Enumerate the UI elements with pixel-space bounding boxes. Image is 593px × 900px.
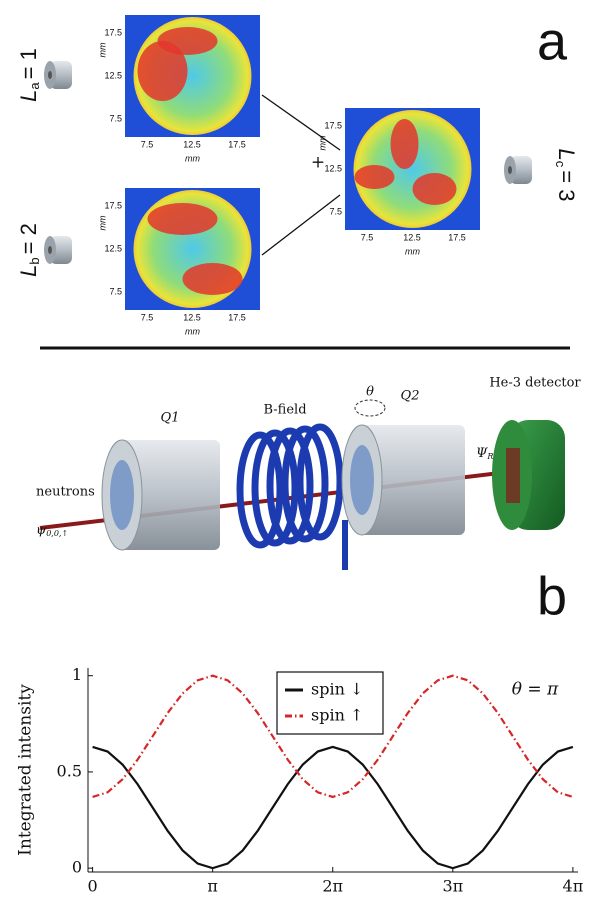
legend-box — [276, 671, 384, 735]
mode-symbol: L — [16, 90, 41, 102]
y-tick-label: 0 — [72, 858, 82, 877]
mode-value: = 2 — [16, 223, 41, 254]
y-axis-label: Integrated intensity — [16, 684, 36, 856]
y-axis-label: mm — [97, 215, 107, 230]
plus-sign: + — [311, 153, 325, 173]
arrow — [261, 94, 341, 151]
x-tick-label: 7.5 — [141, 139, 154, 149]
mode-symbol: L — [16, 265, 41, 277]
cylinder-hole — [48, 246, 52, 254]
psi-in: ψ0,0,↑ — [36, 523, 68, 539]
x-tick-label: 7.5 — [361, 232, 374, 242]
y-tick-label: 7.5 — [109, 286, 122, 296]
y-tick-label: 17.5 — [324, 120, 342, 130]
y-tick-label: 7.5 — [109, 113, 122, 123]
heatmap-hotspot — [157, 27, 218, 55]
legend-label: spin ↓ — [311, 680, 363, 699]
y-axis-label: mm — [317, 135, 327, 150]
x-tick-label: π — [207, 877, 218, 896]
x-tick-label: 17.5 — [228, 312, 246, 322]
q2-label: Q2 — [401, 389, 420, 404]
panel-label: a — [537, 11, 568, 71]
series-line — [92, 674, 574, 799]
mode-symbol: L — [554, 149, 579, 161]
apparatus — [39, 399, 565, 570]
q1-label: Q1 — [161, 411, 180, 426]
y-axis-label: mm — [97, 42, 107, 57]
x-tick-label: 7.5 — [141, 312, 154, 322]
y-tick-label: 7.5 — [329, 206, 342, 216]
y-tick-label: 17.5 — [104, 27, 122, 37]
y-tick-label: 0.5 — [57, 761, 82, 780]
psi-out: ΨR — [476, 446, 493, 462]
x-axis-label: mm — [185, 326, 200, 336]
mode-label: Lc = 3 — [553, 149, 580, 202]
y-tick-label: 12.5 — [104, 70, 122, 80]
x-tick-label: 2π — [322, 877, 343, 896]
cylinder — [510, 156, 532, 184]
x-tick-label: 3π — [442, 877, 463, 896]
heatmap-hotspot — [147, 203, 218, 235]
heatmap-hotspot — [182, 263, 243, 295]
x-tick-label: 12.5 — [183, 139, 201, 149]
arrow — [261, 194, 341, 256]
x-tick-label: 17.5 — [228, 139, 246, 149]
panel-label: b — [537, 566, 567, 626]
mode-subscript: c — [553, 161, 568, 168]
x-tick-label: 12.5 — [183, 312, 201, 322]
cylinder — [50, 61, 72, 89]
y-tick-label: 1 — [72, 665, 82, 684]
y-tick-label: 12.5 — [324, 163, 342, 173]
heatmap-hotspot — [137, 41, 188, 101]
neutrons-label: neutrons — [36, 485, 95, 500]
annotation: θ = π — [512, 680, 559, 700]
x-axis-label: mm — [185, 153, 200, 163]
series-line — [92, 745, 574, 870]
cylinder-hole — [48, 71, 52, 79]
legend-label: spin ↑ — [311, 706, 363, 725]
x-tick-label: 17.5 — [448, 232, 466, 242]
theta-label: θ — [366, 385, 374, 400]
y-tick-label: 17.5 — [104, 200, 122, 210]
x-tick-label: 4π — [563, 877, 584, 896]
x-tick-label: 0 — [87, 877, 97, 896]
y-tick-label: 12.5 — [104, 243, 122, 253]
heatmap-hotspot — [390, 119, 419, 169]
heatmap-hotspot — [412, 173, 457, 205]
cylinder — [50, 236, 72, 264]
x-axis-label: mm — [405, 246, 420, 256]
mode-subscript: b — [27, 257, 42, 264]
mode-value: = 3 — [554, 170, 579, 201]
heatmap-hotspot — [354, 165, 395, 189]
mode-subscript: a — [27, 82, 42, 90]
cylinder-hole — [508, 166, 512, 174]
mode-label: La = 1 — [16, 48, 43, 102]
bfield-label: B-field — [263, 403, 306, 418]
detector-label: He-3 detector — [489, 376, 581, 391]
mode-value: = 1 — [16, 48, 41, 79]
mode-label: Lb = 2 — [16, 223, 43, 277]
x-tick-label: 12.5 — [403, 232, 421, 242]
